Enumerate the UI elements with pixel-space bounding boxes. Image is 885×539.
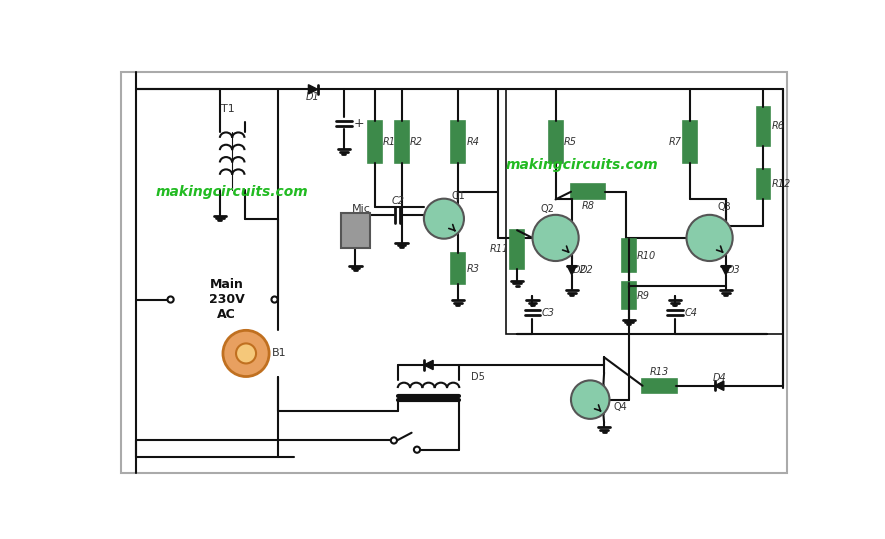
Text: makingcircuits.com: makingcircuits.com: [505, 158, 658, 172]
Text: D2: D2: [580, 265, 593, 275]
Bar: [757, 169, 771, 199]
Text: D4: D4: [712, 373, 726, 383]
Text: C3: C3: [542, 308, 555, 317]
Text: makingcircuits.com: makingcircuits.com: [155, 185, 308, 199]
Text: T1: T1: [221, 103, 235, 114]
Bar: [683, 121, 697, 163]
Bar: [622, 282, 635, 309]
Text: R5: R5: [564, 137, 577, 147]
Bar: [549, 121, 563, 163]
Bar: [341, 213, 370, 247]
Bar: [757, 107, 771, 146]
Bar: [643, 379, 677, 393]
Circle shape: [424, 199, 464, 239]
Text: Q4: Q4: [613, 402, 627, 412]
Text: R10: R10: [637, 251, 657, 261]
Polygon shape: [424, 361, 433, 370]
Polygon shape: [714, 381, 724, 390]
Bar: [505, 89, 782, 334]
Text: R2: R2: [410, 137, 423, 147]
Text: D2: D2: [573, 265, 587, 275]
Circle shape: [391, 437, 397, 444]
Text: B1: B1: [273, 348, 287, 358]
Bar: [622, 239, 635, 272]
Text: C2: C2: [391, 196, 404, 205]
Circle shape: [272, 296, 278, 302]
Text: R6: R6: [772, 121, 785, 132]
Bar: [450, 253, 465, 284]
Text: Mic: Mic: [351, 204, 371, 213]
Bar: [510, 230, 524, 269]
Text: R4: R4: [466, 137, 480, 147]
Text: +: +: [354, 117, 365, 130]
Circle shape: [414, 447, 420, 453]
Text: C4: C4: [684, 308, 697, 317]
Bar: [450, 121, 465, 163]
Circle shape: [236, 343, 256, 363]
Text: R7: R7: [669, 137, 681, 147]
Polygon shape: [567, 266, 576, 275]
Circle shape: [223, 330, 269, 377]
Text: D1: D1: [306, 92, 319, 102]
Text: R13: R13: [650, 367, 669, 377]
Text: R8: R8: [581, 201, 595, 211]
Text: D3: D3: [727, 265, 741, 275]
Circle shape: [533, 215, 579, 261]
Text: D5: D5: [471, 371, 485, 382]
Bar: [395, 121, 409, 163]
Text: R12: R12: [772, 179, 791, 189]
Text: R1: R1: [383, 137, 396, 147]
Circle shape: [167, 296, 173, 302]
Text: Q3: Q3: [717, 202, 731, 212]
Text: R3: R3: [466, 264, 480, 274]
Text: Q2: Q2: [540, 204, 554, 213]
Text: Q1: Q1: [451, 191, 466, 201]
Text: Main
230V
AC: Main 230V AC: [209, 278, 244, 321]
Circle shape: [687, 215, 733, 261]
Text: R9: R9: [637, 291, 650, 301]
Text: R11: R11: [489, 245, 509, 254]
Bar: [571, 184, 605, 199]
Circle shape: [571, 381, 610, 419]
Polygon shape: [308, 85, 318, 94]
Bar: [367, 121, 381, 163]
Polygon shape: [721, 266, 730, 275]
